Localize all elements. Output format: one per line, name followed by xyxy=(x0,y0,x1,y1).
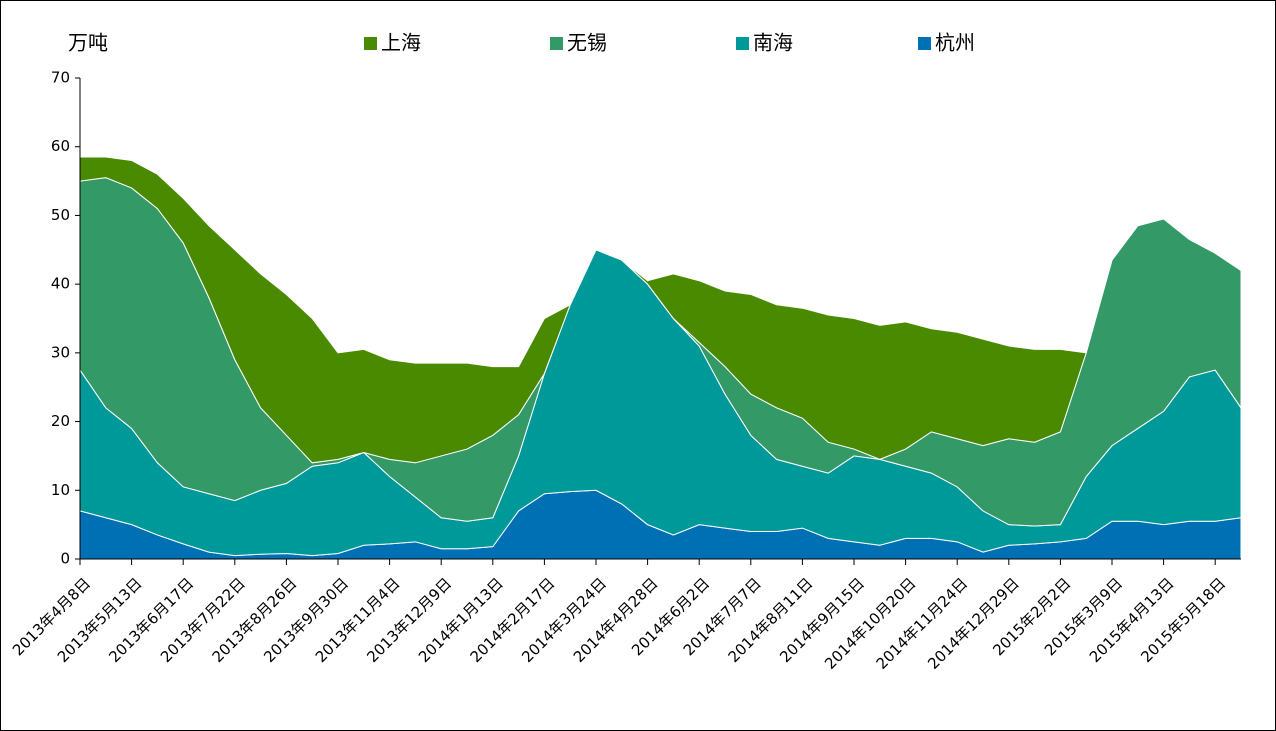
legend-label: 无锡 xyxy=(567,31,607,55)
y-tick-label: 50 xyxy=(51,206,70,224)
y-tick-label: 30 xyxy=(51,343,70,361)
y-tick-label: 0 xyxy=(60,550,70,568)
area xyxy=(79,156,1242,464)
legend-swatch xyxy=(550,37,563,50)
legend-swatch xyxy=(736,37,749,50)
legend-swatch xyxy=(918,37,931,50)
legend-label: 杭州 xyxy=(935,31,975,55)
y-tick-label: 70 xyxy=(51,69,70,87)
y-tick-label: 20 xyxy=(51,412,70,430)
y-tick-label: 10 xyxy=(51,481,70,499)
legend-swatch xyxy=(364,37,377,50)
legend-label: 南海 xyxy=(753,31,793,55)
y-tick-label: 40 xyxy=(51,275,70,293)
legend-label: 上海 xyxy=(381,31,421,55)
y-tick-label: 60 xyxy=(51,137,70,155)
y-axis-label: 万吨 xyxy=(68,31,108,55)
